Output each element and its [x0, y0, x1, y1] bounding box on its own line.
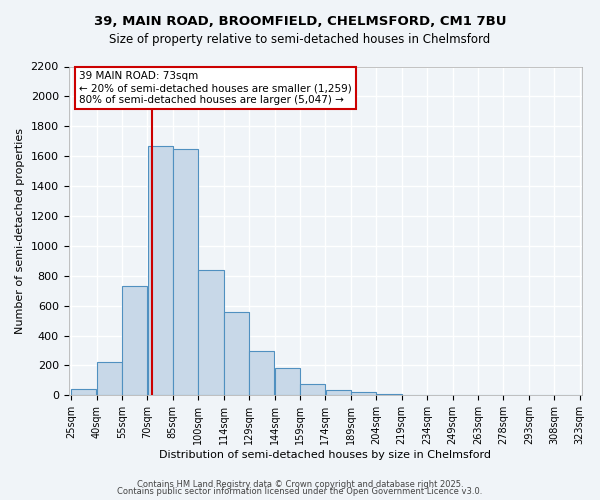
Bar — [122, 286, 147, 396]
Bar — [300, 384, 325, 396]
Text: 39, MAIN ROAD, BROOMFIELD, CHELMSFORD, CM1 7BU: 39, MAIN ROAD, BROOMFIELD, CHELMSFORD, C… — [94, 15, 506, 28]
Y-axis label: Number of semi-detached properties: Number of semi-detached properties — [15, 128, 25, 334]
Bar — [351, 392, 376, 396]
Bar — [326, 390, 351, 396]
Text: 39 MAIN ROAD: 73sqm
← 20% of semi-detached houses are smaller (1,259)
80% of sem: 39 MAIN ROAD: 73sqm ← 20% of semi-detach… — [79, 72, 352, 104]
Bar — [376, 394, 401, 396]
Bar — [224, 312, 249, 396]
X-axis label: Distribution of semi-detached houses by size in Chelmsford: Distribution of semi-detached houses by … — [160, 450, 491, 460]
Bar — [97, 362, 122, 396]
Bar — [275, 368, 300, 396]
Text: Size of property relative to semi-detached houses in Chelmsford: Size of property relative to semi-detach… — [109, 32, 491, 46]
Bar — [71, 390, 97, 396]
Bar — [148, 146, 173, 396]
Bar — [402, 394, 427, 396]
Bar — [173, 148, 198, 396]
Bar — [249, 350, 274, 396]
Text: Contains public sector information licensed under the Open Government Licence v3: Contains public sector information licen… — [118, 487, 482, 496]
Bar — [199, 270, 224, 396]
Text: Contains HM Land Registry data © Crown copyright and database right 2025.: Contains HM Land Registry data © Crown c… — [137, 480, 463, 489]
